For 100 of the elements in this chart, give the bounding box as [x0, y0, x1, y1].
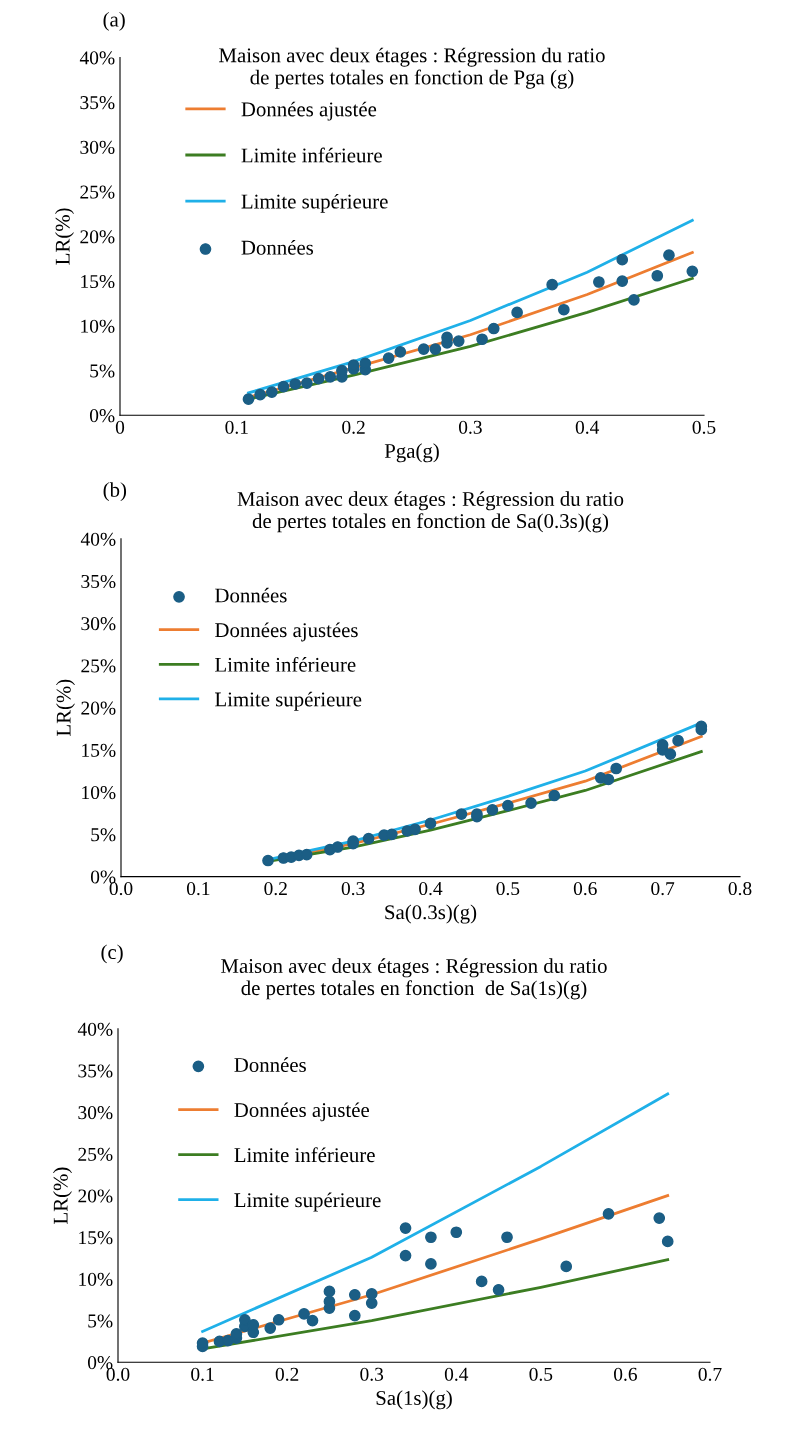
point [262, 854, 274, 867]
point [331, 841, 344, 853]
x-tick-label: 0 [115, 420, 125, 434]
y-tick-label: 35% [81, 574, 116, 589]
point [487, 322, 500, 335]
point [399, 1222, 412, 1234]
x-tick-label: 0.1 [191, 1367, 214, 1381]
legend-label: Données [241, 240, 314, 255]
point [602, 773, 615, 786]
y-tick-label: 25% [80, 185, 115, 199]
point [602, 1208, 615, 1220]
point [365, 1288, 378, 1300]
point [424, 817, 437, 830]
x-tick-label: 0.8 [728, 881, 752, 896]
y-tick-label: 30% [81, 617, 116, 631]
x-tick-label: 0.5 [692, 420, 716, 434]
line-series [201, 1092, 670, 1333]
y-tick-label: 10% [82, 785, 116, 800]
legend-label: Limite inférieure [215, 656, 356, 672]
point [593, 276, 605, 288]
legend-label: Limite supérieure [234, 1192, 381, 1212]
point [511, 306, 523, 319]
chart-title: Maison avec deux étages : Régression du ratio de pertes totales en fonction de Sa(0.3s)(g) [237, 491, 624, 533]
text: (c) [101, 944, 123, 964]
x-tick-label: 0.7 [698, 1367, 722, 1381]
y-tick-label: 40% [80, 532, 116, 546]
x-tick-label: 0.3 [458, 420, 482, 434]
x-axis-title: Pga(g) [384, 443, 439, 463]
point [548, 789, 561, 802]
y-tick-label: 25% [81, 659, 116, 673]
point [492, 1283, 505, 1296]
x-tick-label: 0.6 [614, 1367, 637, 1381]
point [610, 762, 623, 775]
point [425, 1231, 437, 1244]
legend-label: Données ajustée [234, 1102, 369, 1122]
point [272, 1313, 285, 1326]
y-tick-label: 5% [88, 1314, 113, 1328]
y-axis-title: LR(%) [53, 1167, 72, 1224]
point [382, 352, 395, 364]
x-tick-label: 0.4 [444, 1367, 469, 1381]
x-axis-title: Sa(1s)(g) [376, 1390, 452, 1410]
point [323, 1285, 336, 1298]
legend-label: Données ajustée [241, 101, 377, 121]
point [348, 1309, 361, 1322]
y-tick-label: 0% [90, 870, 116, 884]
point [409, 823, 421, 836]
y-tick-label: 15% [81, 274, 115, 289]
point [672, 734, 684, 747]
chart-title: Maison avec deux étages : Régression du ratio de pertes totales en fonction de Sa(1s)(g) [221, 958, 607, 1000]
y-tick-label: 15% [79, 1231, 113, 1245]
point [486, 804, 499, 816]
point [475, 1275, 488, 1288]
x-tick-label: 0.6 [573, 881, 597, 896]
legend-label: Données [234, 1057, 306, 1073]
x-tick-label: 0.1 [186, 881, 210, 896]
legend-label: Limite supérieure [241, 193, 388, 213]
y-tick-label: 20% [81, 701, 116, 715]
point [651, 269, 664, 282]
point [616, 275, 629, 287]
y-tick-label: 35% [80, 96, 115, 110]
point [653, 1212, 666, 1224]
y-tick-label: 35% [78, 1064, 113, 1078]
point [277, 380, 290, 393]
y-tick-label: 5% [91, 828, 116, 842]
y-tick-label: 30% [78, 1106, 113, 1120]
point [425, 1258, 437, 1270]
x-tick-label: 0.2 [342, 420, 365, 434]
y-tick-label: 40% [79, 51, 115, 65]
chart-title: Maison avec deux étages : Régression du ratio de pertes totales en fonction de Pga (g) [219, 47, 605, 89]
legend-label: Données ajustées [215, 622, 358, 642]
point [254, 388, 267, 401]
point [301, 377, 313, 389]
legend-label: Limite supérieure [215, 691, 362, 711]
y-tick-label: 30% [80, 140, 115, 154]
point [324, 370, 337, 383]
y-tick-label: 5% [90, 364, 115, 378]
y-tick-label: 10% [81, 319, 115, 333]
point [348, 1288, 361, 1301]
x-tick-label: 0.0 [109, 881, 133, 896]
point [306, 1314, 319, 1327]
point [312, 372, 325, 385]
point [686, 265, 699, 278]
x-tick-label: 0.3 [360, 1367, 384, 1381]
x-tick-label: 0.5 [529, 1367, 553, 1381]
y-tick-label: 0% [89, 409, 115, 423]
point [452, 335, 465, 347]
x-tick-label: 0.1 [225, 420, 248, 434]
point [664, 748, 677, 761]
point [289, 378, 302, 390]
point [429, 343, 442, 355]
point [546, 278, 559, 291]
point [242, 393, 255, 406]
y-tick-label: 10% [79, 1272, 113, 1286]
legend-label: Données [215, 587, 287, 603]
legend-label: Limite inférieure [234, 1147, 375, 1163]
point [661, 1235, 674, 1248]
y-tick-label: 25% [78, 1147, 113, 1161]
point [525, 797, 537, 809]
y-tick-label: 15% [82, 743, 116, 757]
x-axis-title: Sa(0.3s)(g) [385, 904, 477, 924]
